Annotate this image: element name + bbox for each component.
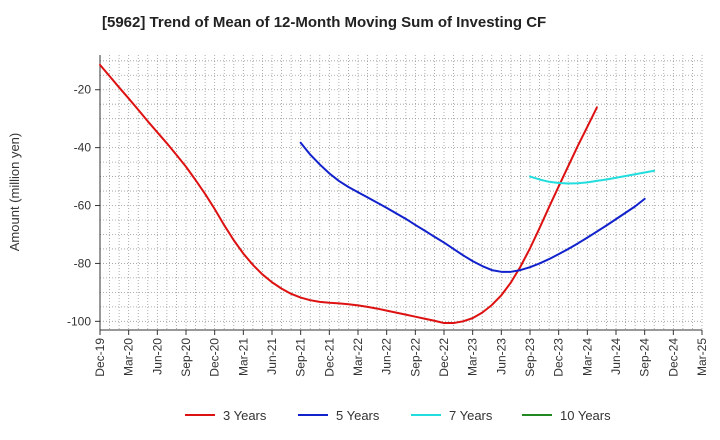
y-tick-label: -80: [74, 256, 92, 270]
y-tick-label: -20: [74, 83, 92, 97]
legend-label: 5 Years: [336, 408, 380, 423]
x-tick-label: Dec-19: [93, 338, 107, 377]
series-line-5-years: [299, 141, 646, 273]
y-axis-title: Amount (million yen): [7, 133, 22, 252]
chart-title: [5962] Trend of Mean of 12-Month Moving …: [102, 14, 547, 31]
x-tick-label: Dec-21: [322, 338, 336, 377]
grid-layer: [100, 55, 703, 330]
series-line-3-years: [99, 63, 598, 325]
x-tick-label: Jun-24: [609, 338, 623, 375]
x-tick-label: Sep-21: [294, 338, 308, 377]
y-tick-label: -100: [67, 314, 91, 328]
x-tick-label: Dec-24: [666, 338, 680, 377]
x-tick-label: Dec-23: [552, 338, 566, 377]
x-tick-label: Jun-22: [380, 338, 394, 375]
x-tick-label: Sep-22: [408, 338, 422, 377]
y-tick-label: -40: [74, 141, 92, 155]
legend-label: 10 Years: [560, 408, 611, 423]
x-tick-label: Sep-20: [179, 338, 193, 377]
x-tick-label: Dec-20: [208, 338, 222, 377]
legend-label: 7 Years: [449, 408, 493, 423]
x-tick-label: Mar-25: [695, 338, 709, 376]
x-tick-label: Jun-20: [150, 338, 164, 375]
series-layer: [99, 63, 656, 325]
x-tick-label: Jun-21: [265, 338, 279, 375]
x-tick-label: Mar-22: [351, 338, 365, 376]
y-tick-label: -60: [74, 199, 92, 213]
x-tick-label: Mar-20: [122, 338, 136, 376]
legend: 3 Years 5 Years 7 Years 10 Years: [185, 408, 611, 423]
x-tick-label: Dec-22: [437, 338, 451, 377]
y-axis-ticks: -100 -80 -60 -40 -20: [67, 83, 100, 328]
x-tick-label: Mar-21: [236, 338, 250, 376]
x-tick-label: Jun-23: [494, 338, 508, 375]
x-tick-label: Sep-23: [523, 338, 537, 377]
x-tick-label: Mar-24: [580, 338, 594, 376]
plot-area: [100, 55, 702, 330]
x-tick-label: Sep-24: [638, 338, 652, 377]
series-line-7-years: [529, 169, 656, 185]
legend-label: 3 Years: [223, 408, 267, 423]
x-axis-ticks: Dec-19 Mar-20 Jun-20 Sep-20 Dec-20 Mar-21 Jun-…: [93, 330, 709, 377]
x-tick-label: Mar-23: [466, 338, 480, 376]
